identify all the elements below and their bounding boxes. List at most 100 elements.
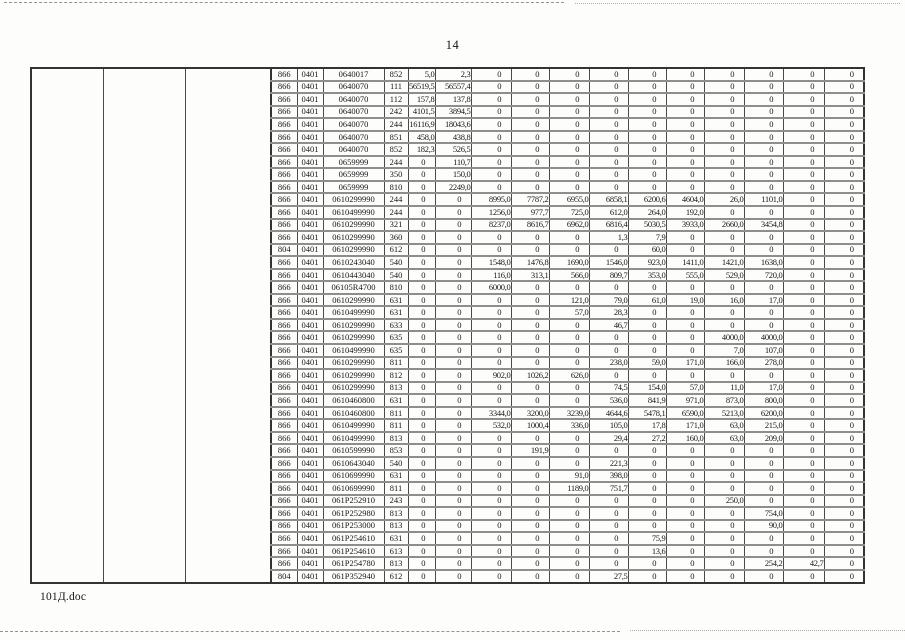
table-cell: 0401 [296,343,324,358]
table-cell: 0401 [296,167,324,182]
table-cell: 0 [782,142,825,157]
table-cell: 631 [383,305,409,320]
table-row: 866 0401 0640070 852 182,3 526,5 0 0 0 0 0 0 0 0 0 0 [270,142,865,157]
table-cell: 242 [383,104,409,119]
table-cell: 0 [548,154,590,169]
table-cell: 8995,0 [470,192,512,207]
table-cell: 0610299990 [322,242,385,257]
table-cell: 720,0 [743,267,784,282]
table-cell: 1690,0 [548,255,590,270]
table-cell: 866 [270,468,298,483]
table-cell: 0 [407,192,436,207]
table-cell: 0 [703,468,745,483]
table-cell: 1026,2 [510,368,550,383]
table-cell: 0 [665,280,705,295]
table-cell: 0 [588,556,629,571]
table-cell: 244 [383,154,409,169]
table-cell: 061P254610 [322,543,385,558]
table-cell: 0 [782,568,825,584]
table-cell: 0401 [296,280,324,295]
table-cell: 866 [270,343,298,358]
table-cell: 0 [743,129,784,144]
table-cell: 0401 [296,179,324,194]
table-cell: 0 [782,455,825,470]
table-cell: 157,8 [407,92,436,107]
table-cell: 540 [383,255,409,270]
table-cell: 13,6 [627,543,667,558]
table-cell: 91,0 [548,468,590,483]
table-cell: 0 [470,154,512,169]
table-cell: 0 [470,104,512,119]
table-cell: 1101,0 [743,192,784,207]
table-cell: 0 [823,230,865,245]
table-cell: 56557,4 [434,79,472,94]
table-cell: 852 [383,142,409,157]
table-cell: 0 [434,518,472,533]
table-cell: 1421,0 [703,255,745,270]
table-cell: 154,0 [627,380,667,395]
table-cell: 866 [270,92,298,107]
table-cell: 243 [383,493,409,508]
table-cell: 0 [470,481,512,496]
table-cell: 6816,4 [588,217,629,232]
table-cell: 0 [407,556,436,571]
table-cell: 631 [383,468,409,483]
table-cell: 0401 [296,556,324,571]
table-cell: 0 [823,330,865,345]
table-cell: 061P254780 [322,556,385,571]
table-cell: 866 [270,179,298,194]
table-cell: 0 [665,154,705,169]
table-cell: 0 [665,167,705,182]
table-cell: 0 [782,443,825,458]
table-cell: 0401 [296,531,324,546]
table-cell: 0 [407,343,436,358]
table-cell: 6200,0 [743,405,784,420]
table-cell: 0 [548,380,590,395]
table-cell: 42,7 [782,556,825,571]
table-cell: 350 [383,167,409,182]
table-cell: 866 [270,330,298,345]
table-cell: 0 [407,230,436,245]
table-cell: 244 [383,117,409,132]
table-cell: 0 [627,518,667,533]
table-cell: 0 [703,518,745,533]
table-cell: 264,0 [627,205,667,220]
table-cell: 0 [434,317,472,332]
table-cell: 811 [383,405,409,420]
table-cell: 0 [510,79,550,94]
table-cell: 0 [743,280,784,295]
table-cell: 0 [548,317,590,332]
table-row: 866 0401 0610299990 321 0 0 8237,0 8616,7 6962,0… [270,217,865,232]
table-cell: 0610299990 [322,330,385,345]
table-cell: 0 [823,380,865,395]
table-cell: 0 [665,506,705,521]
table-cell: 0 [703,443,745,458]
table-cell: 0 [743,142,784,157]
table-cell: 813 [383,430,409,445]
table-cell: 90,0 [743,518,784,533]
table-cell: 0 [470,292,512,307]
table-cell: 0 [548,104,590,119]
table-row: 866 0401 0610499990 813 0 0 0 0 0 29,4 27,2 160,0 63… [270,430,865,445]
table-cell: 0 [782,543,825,558]
table-cell: 0 [434,368,472,383]
table-cell: 0640070 [322,117,385,132]
table-cell: 17,0 [743,292,784,307]
table-cell: 0610299990 [322,368,385,383]
table-cell: 0401 [296,468,324,483]
table-row: 866 0401 0610299990 631 0 0 0 0 121,0 79,0 61,0 19,… [270,292,865,307]
table-cell: 866 [270,393,298,408]
table-cell: 0 [588,67,629,82]
table-cell: 0 [627,117,667,132]
table-cell: 0 [823,343,865,358]
table-cell: 866 [270,104,298,119]
table-cell: 0 [470,230,512,245]
table-cell: 0401 [296,455,324,470]
table-cell: 0 [743,67,784,82]
table-cell: 0 [510,67,550,82]
table-cell: 0 [407,455,436,470]
table-cell: 0 [627,92,667,107]
table-cell: 0 [588,104,629,119]
table-cell: 398,0 [588,468,629,483]
table-cell: 612 [383,242,409,257]
